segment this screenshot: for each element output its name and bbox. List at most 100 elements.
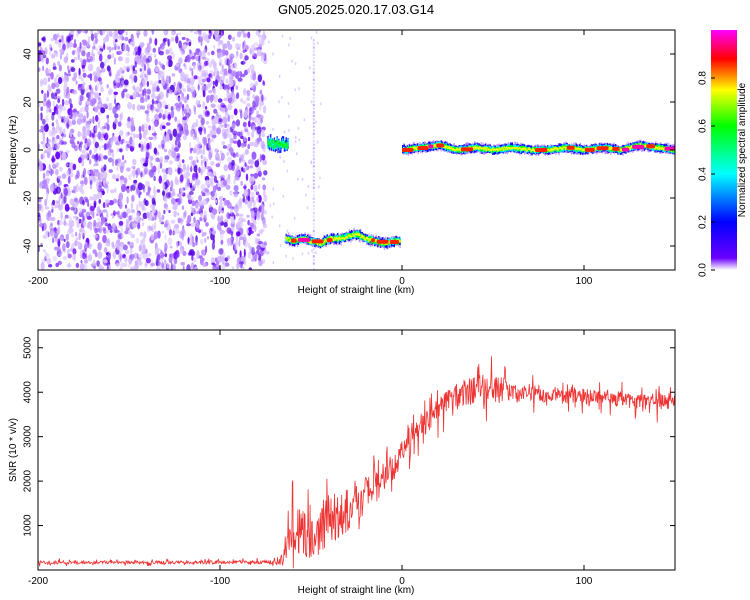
noise-speckle (58, 204, 63, 211)
noise-speckle (172, 205, 178, 211)
noise-speckle (213, 44, 216, 49)
noise-speckle (250, 208, 254, 212)
streak-segment (312, 89, 315, 92)
noise-speckle (174, 102, 180, 107)
noise-speckle (249, 64, 255, 70)
noise-speckle (124, 230, 129, 235)
noise-speckle (52, 127, 56, 131)
noise-speckle (211, 50, 215, 56)
noise-speckle (233, 191, 239, 198)
noise-speckle (244, 198, 248, 205)
noise-speckle (204, 110, 210, 118)
noise-speckle (163, 247, 167, 254)
gap-speckle (295, 135, 297, 140)
noise-speckle (155, 95, 161, 100)
noise-speckle (217, 215, 221, 223)
noise-speckle (193, 31, 198, 35)
noise-speckle (62, 256, 68, 260)
noise-speckle (88, 174, 94, 183)
noise-speckle (69, 131, 73, 138)
noise-speckle (100, 61, 105, 69)
noise-speckle (125, 57, 130, 64)
noise-speckle (62, 128, 66, 135)
streak-segment (312, 71, 315, 74)
low-track-band (351, 232, 354, 235)
noise-speckle (66, 73, 72, 77)
gap-speckle (317, 41, 319, 45)
noise-speckle (140, 239, 144, 247)
noise-speckle (156, 102, 161, 111)
noise-speckle (83, 167, 87, 177)
noise-speckle (47, 68, 51, 73)
noise-speckle (85, 151, 89, 160)
noise-speckle (112, 132, 115, 137)
noise-speckle (107, 253, 111, 260)
noise-speckle (42, 36, 46, 43)
noise-speckle (145, 98, 148, 103)
zero-track-band (502, 148, 505, 151)
noise-speckle (59, 166, 63, 172)
noise-speckle (135, 86, 140, 94)
noise-speckle (143, 123, 148, 128)
gap-speckle (310, 161, 312, 165)
noise-speckle (254, 95, 260, 104)
noise-speckle (49, 49, 52, 56)
noise-speckle (119, 198, 123, 206)
gap-speckle (315, 120, 317, 124)
low-track-band (368, 240, 370, 243)
noise-speckle (262, 159, 267, 165)
noise-speckle (256, 126, 262, 135)
noise-speckle (67, 176, 71, 184)
noise-speckle (94, 172, 98, 177)
noise-speckle (198, 65, 202, 71)
noise-speckle (219, 230, 224, 234)
noise-speckle (73, 72, 78, 79)
noise-speckle (57, 112, 62, 120)
noise-speckle (254, 224, 257, 232)
noise-speckle (98, 103, 102, 107)
noise-speckle (163, 209, 166, 215)
noise-speckle (98, 122, 101, 128)
noise-speckle (97, 242, 102, 251)
noise-speckle (110, 139, 114, 146)
noise-speckle (198, 166, 201, 174)
noise-speckle (141, 245, 146, 252)
noise-speckle (154, 66, 160, 73)
noise-speckle (61, 152, 67, 161)
noise-speckle (186, 78, 191, 84)
noise-speckle (58, 39, 62, 43)
noise-speckle (126, 52, 130, 56)
noise-speckle (239, 110, 243, 119)
noise-speckle (170, 106, 174, 112)
noise-speckle (118, 220, 124, 226)
noise-speckle (79, 146, 83, 152)
noise-speckle (161, 178, 165, 185)
noise-speckle (189, 142, 192, 149)
gap-speckle (289, 36, 292, 41)
noise-speckle (73, 57, 78, 61)
streak-segment (312, 211, 315, 215)
noise-speckle (133, 75, 138, 83)
noise-speckle (227, 133, 233, 139)
noise-speckle (219, 62, 222, 66)
noise-speckle (102, 171, 108, 180)
noise-speckle (143, 88, 147, 96)
noise-speckle (118, 135, 121, 142)
noise-speckle (82, 252, 86, 260)
noise-speckle (231, 159, 235, 166)
noise-speckle (261, 154, 266, 161)
noise-speckle (262, 81, 266, 86)
noise-speckle (229, 190, 233, 196)
noise-speckle (158, 175, 163, 184)
noise-speckle (50, 71, 54, 80)
noise-speckle (72, 248, 77, 255)
noise-speckle (259, 228, 265, 233)
noise-speckle (51, 209, 54, 213)
noise-speckle (41, 185, 45, 189)
noise-speckle (112, 198, 118, 204)
noise-speckle (58, 34, 63, 41)
noise-speckle (106, 266, 109, 270)
streak-segment (312, 39, 315, 42)
noise-speckle (165, 75, 170, 84)
noise-speckle (42, 179, 47, 185)
